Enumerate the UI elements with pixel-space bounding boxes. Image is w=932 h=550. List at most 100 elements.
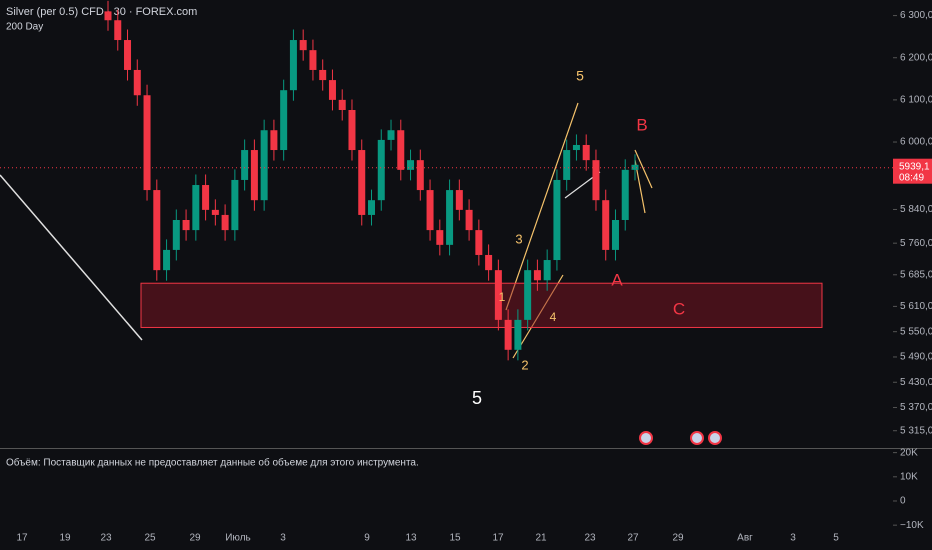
- chart-subtitle: 200 Day: [6, 22, 43, 33]
- x-tick-label: 3: [280, 533, 286, 544]
- x-tick-label: 15: [449, 533, 461, 544]
- volume-note: Объём: Поставщик данных не предоставляет…: [6, 457, 419, 469]
- x-tick-label: 23: [584, 533, 596, 544]
- candle-body: [182, 219, 190, 231]
- x-tick-label: 3: [790, 533, 796, 544]
- countdown-label: 08:49: [899, 172, 924, 183]
- trend-line: [0, 174, 143, 341]
- candle-body: [114, 20, 122, 41]
- candle-body: [533, 270, 541, 281]
- x-tick-label: 9: [364, 533, 370, 544]
- candle-body: [319, 69, 327, 81]
- y-tick-label: 5 315,0: [900, 425, 932, 436]
- wave-label: 5: [472, 388, 482, 408]
- y-tick-label: 5 610,0: [900, 301, 932, 312]
- candle-body: [446, 190, 454, 245]
- candle-body: [494, 270, 502, 320]
- x-tick-label: Авг: [737, 533, 753, 544]
- event-icon[interactable]: [708, 431, 722, 445]
- wave-label: 2: [521, 357, 528, 372]
- candle-body: [543, 260, 551, 281]
- x-tick-label: 17: [16, 533, 28, 544]
- x-tick-label: 29: [672, 533, 684, 544]
- y-tick-label: 5 490,0: [900, 352, 932, 363]
- candle-body: [563, 150, 571, 180]
- candle-body: [416, 160, 424, 191]
- candle-body: [504, 319, 512, 350]
- wave-label: 4: [550, 310, 557, 324]
- candle-body: [163, 249, 171, 271]
- candle-body: [592, 160, 600, 201]
- x-tick-label: Июль: [225, 533, 251, 544]
- candle-body: [524, 270, 532, 320]
- candle-body: [250, 150, 258, 201]
- candle-body: [270, 130, 278, 151]
- volume-tick-label: 0: [900, 496, 906, 507]
- candle-body: [348, 109, 356, 151]
- candle-body: [465, 209, 473, 231]
- volume-tick-label: 10K: [900, 471, 918, 482]
- candle-body: [368, 200, 375, 215]
- candle-body: [221, 214, 229, 231]
- candle-body: [631, 164, 639, 170]
- y-tick-label: 5 760,0: [900, 238, 932, 249]
- candle-body: [572, 144, 580, 151]
- candle-body: [280, 90, 288, 151]
- last-price-box: [893, 158, 932, 184]
- wave-line: [634, 149, 653, 189]
- x-tick-label: 5: [833, 533, 839, 544]
- y-tick-label: 5 430,0: [900, 377, 932, 388]
- y-tick-label: 6 100,0: [900, 95, 932, 106]
- x-tick-label: 23: [100, 533, 112, 544]
- x-tick-label: 21: [535, 533, 547, 544]
- candle-body: [289, 40, 297, 91]
- candle-body: [611, 219, 619, 250]
- event-icons: [639, 431, 722, 445]
- event-icon[interactable]: [639, 431, 653, 445]
- candle-body: [231, 179, 239, 231]
- candle-body: [358, 150, 366, 215]
- candle-body: [475, 230, 483, 255]
- chart-title: Silver (per 0.5) CFD · 30 · FOREX.com: [6, 6, 197, 18]
- x-tick-label: 13: [405, 533, 417, 544]
- x-tick-label: 27: [627, 533, 639, 544]
- candle-body: [621, 169, 629, 220]
- wave-label: 5: [576, 68, 584, 84]
- candle-body: [407, 160, 415, 170]
- candle-body: [153, 190, 161, 271]
- candle-body: [338, 99, 346, 110]
- volume-tick-label: −10K: [900, 520, 924, 531]
- candle-body: [397, 130, 405, 170]
- candle-body: [299, 40, 307, 51]
- candle-body: [202, 185, 210, 210]
- candle-body: [211, 209, 219, 215]
- candle-body: [387, 130, 395, 140]
- support-zone: [140, 282, 823, 328]
- y-tick-label: 5 550,0: [900, 326, 932, 337]
- wave-line: [505, 102, 579, 311]
- y-tick-label: 6 000,0: [900, 137, 932, 148]
- volume-tick-label: 20K: [900, 447, 918, 458]
- y-tick-label: 5 840,0: [900, 204, 932, 215]
- candle-body: [192, 185, 200, 231]
- candle-body: [455, 190, 463, 210]
- event-icon[interactable]: [690, 431, 704, 445]
- y-tick-label: 6 200,0: [900, 52, 932, 63]
- wave-label: B: [636, 115, 647, 134]
- x-tick-label: 25: [144, 533, 156, 544]
- candle-body: [426, 190, 434, 231]
- x-tick-label: 17: [492, 533, 504, 544]
- candle-body: [514, 319, 522, 350]
- y-tick-label: 5 685,0: [900, 269, 932, 280]
- candle-body: [172, 219, 180, 250]
- candle-body: [328, 80, 336, 100]
- candle-body: [309, 50, 317, 70]
- candle-body: [260, 130, 268, 201]
- candle-body: [553, 179, 561, 261]
- last-price-label: 5939,1: [899, 161, 930, 172]
- y-tick-label: 6 300,0: [900, 10, 932, 21]
- candle-body: [602, 200, 610, 250]
- candle-body: [485, 254, 493, 271]
- candle-body: [377, 139, 385, 201]
